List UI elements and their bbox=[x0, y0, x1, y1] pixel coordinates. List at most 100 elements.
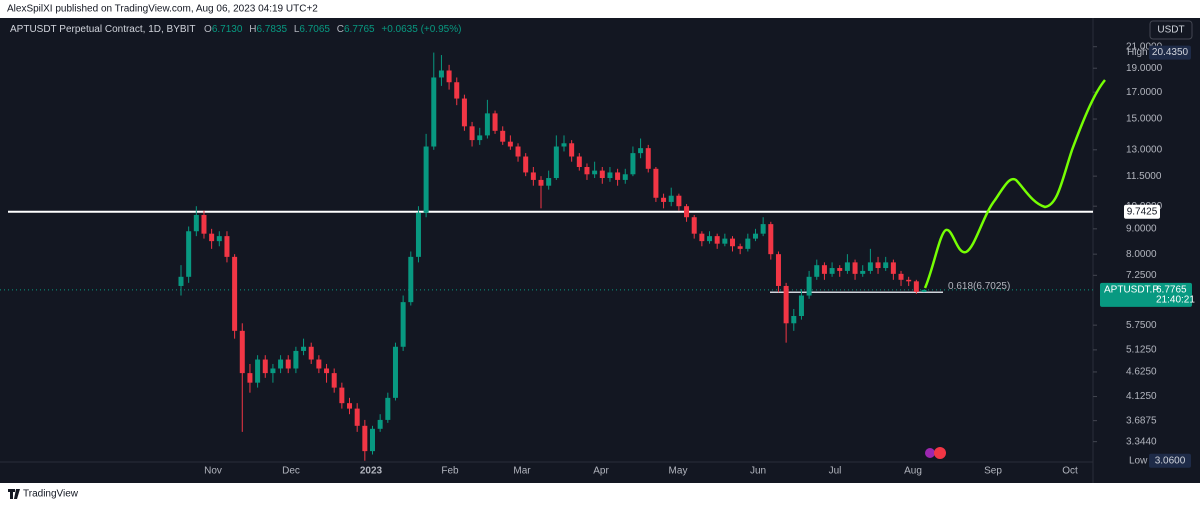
low-label: Low bbox=[1129, 455, 1148, 466]
candle-body bbox=[714, 236, 720, 244]
legend-label: L bbox=[294, 24, 300, 35]
candle-body bbox=[477, 135, 483, 141]
candle-body bbox=[730, 238, 736, 247]
candle-body bbox=[316, 359, 322, 369]
candle-body bbox=[278, 359, 284, 369]
currency[interactable]: USDT bbox=[1157, 25, 1184, 36]
legend-value: 6.7065 bbox=[299, 24, 330, 35]
bar-countdown: 21:40:21 bbox=[1156, 294, 1195, 305]
symbol-label: APTUSDT.P bbox=[1104, 284, 1159, 295]
x-tick-label: Oct bbox=[1062, 466, 1078, 477]
candle-body bbox=[454, 82, 460, 99]
x-tick-label: Dec bbox=[282, 466, 300, 477]
candle-body bbox=[783, 285, 789, 324]
candle-body bbox=[270, 368, 276, 374]
high-box bbox=[1149, 45, 1191, 60]
candle-body bbox=[324, 368, 330, 374]
y-tick-label: 3.3440 bbox=[1126, 436, 1157, 447]
candle-body bbox=[752, 233, 758, 239]
y-tick-label: 5.1250 bbox=[1126, 345, 1157, 356]
candle-body bbox=[913, 281, 919, 292]
candle-body bbox=[461, 98, 467, 127]
candle-body bbox=[699, 233, 705, 242]
y-tick-label: 5.7500 bbox=[1126, 320, 1157, 331]
candle-body bbox=[638, 148, 644, 154]
x-tick-label: May bbox=[669, 466, 688, 477]
y-tick-label: 13.0000 bbox=[1126, 144, 1163, 155]
candle-body bbox=[615, 172, 621, 180]
legend-value: 6.7835 bbox=[256, 24, 287, 35]
candle-body bbox=[553, 146, 559, 179]
candle-body bbox=[216, 236, 222, 242]
candle-body bbox=[668, 195, 674, 202]
candle-body bbox=[707, 236, 713, 242]
x-tick-label: 2023 bbox=[360, 466, 383, 477]
candle-body bbox=[837, 268, 843, 271]
candle-body bbox=[844, 262, 850, 271]
candle-body bbox=[400, 302, 406, 347]
candle-body bbox=[599, 170, 605, 179]
candle-body bbox=[569, 143, 575, 157]
candle-body bbox=[423, 146, 429, 213]
event-icon bbox=[934, 447, 946, 459]
candle-body bbox=[500, 130, 506, 142]
event-icon bbox=[925, 448, 935, 458]
candle-body bbox=[523, 156, 529, 173]
candle-body bbox=[339, 387, 345, 404]
x-tick-label: Apr bbox=[593, 466, 609, 477]
fib-label: 0.618(6.7025) bbox=[948, 281, 1010, 292]
y-tick-label: 7.2500 bbox=[1126, 270, 1157, 281]
footer-bar bbox=[0, 483, 1200, 505]
candle-body bbox=[630, 153, 636, 175]
candle-body bbox=[875, 262, 881, 269]
high-value: 20.4350 bbox=[1152, 47, 1189, 58]
candle-body bbox=[737, 246, 743, 249]
candle-body bbox=[867, 262, 873, 271]
header-bar bbox=[0, 0, 1200, 18]
candle-body bbox=[768, 224, 774, 255]
legend-value: 6.7765 bbox=[344, 24, 375, 35]
candle-body bbox=[186, 231, 192, 277]
low-value: 3.0600 bbox=[1155, 455, 1186, 466]
candle-body bbox=[584, 167, 590, 175]
legend-label: H bbox=[249, 24, 256, 35]
candle-body bbox=[592, 170, 598, 175]
candle-body bbox=[829, 268, 835, 274]
low-box bbox=[1149, 453, 1191, 468]
candle-body bbox=[684, 206, 690, 218]
resistance-box bbox=[1124, 204, 1160, 219]
x-tick-label: Jul bbox=[829, 466, 842, 477]
candle-body bbox=[369, 428, 375, 452]
candle-body bbox=[676, 195, 682, 207]
candle-body bbox=[255, 359, 261, 383]
x-tick-label: Jun bbox=[750, 466, 766, 477]
candle-body bbox=[492, 113, 498, 131]
x-tick-label: Aug bbox=[904, 466, 922, 477]
candle-body bbox=[385, 397, 391, 420]
candle-body bbox=[507, 141, 513, 147]
candle-body bbox=[798, 295, 804, 316]
candle-body bbox=[661, 197, 667, 202]
candle-body bbox=[691, 217, 697, 234]
candle-body bbox=[653, 168, 659, 198]
candle-body bbox=[431, 77, 437, 147]
candle-body bbox=[408, 256, 414, 303]
candle-body bbox=[622, 174, 628, 180]
candle-body bbox=[745, 238, 751, 249]
x-tick-label: Feb bbox=[441, 466, 459, 477]
y-tick-label: 4.1250 bbox=[1126, 391, 1157, 402]
candle-body bbox=[722, 238, 728, 244]
candle-body bbox=[821, 265, 827, 274]
legend: APTUSDT Perpetual Contract, 1D, BYBIT O6… bbox=[10, 24, 461, 35]
candle-body bbox=[415, 212, 421, 257]
candle-body bbox=[898, 273, 904, 280]
candle-body bbox=[538, 179, 544, 186]
y-tick-label: 17.0000 bbox=[1126, 87, 1163, 98]
candle-body bbox=[906, 279, 912, 282]
candle-body bbox=[791, 316, 797, 324]
tv-logo bbox=[8, 489, 20, 499]
candle-body bbox=[247, 373, 253, 383]
currency-button[interactable] bbox=[1149, 20, 1193, 40]
